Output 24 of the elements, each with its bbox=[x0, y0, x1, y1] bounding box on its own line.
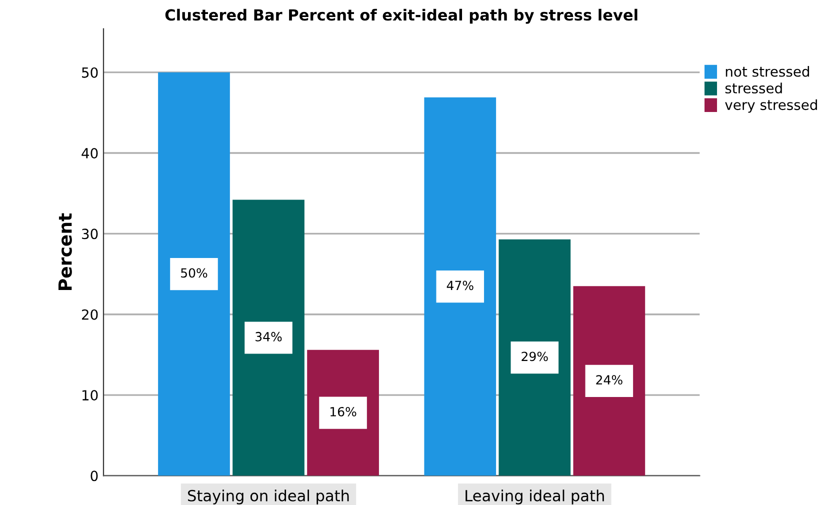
x-tick-label: Staying on ideal path bbox=[188, 490, 349, 504]
legend-label: not stressed bbox=[726, 66, 810, 77]
y-tick-label: 0 bbox=[90, 470, 98, 482]
legend-label: stressed bbox=[725, 82, 782, 94]
x-tick-label: Leaving ideal path bbox=[466, 490, 604, 504]
data-label: 24% bbox=[596, 375, 622, 385]
y-tick-label: 20 bbox=[82, 309, 98, 320]
y-tick-label: 40 bbox=[82, 148, 98, 158]
data-label: 29% bbox=[522, 352, 548, 362]
data-label: 50% bbox=[181, 268, 208, 278]
bar bbox=[424, 97, 496, 476]
y-tick-label: 50 bbox=[82, 67, 98, 78]
legend-label: very stressed bbox=[725, 99, 817, 113]
y-tick-label: 10 bbox=[82, 390, 98, 401]
y-tick-label: 30 bbox=[82, 228, 98, 240]
bar bbox=[232, 200, 304, 476]
data-label: 47% bbox=[446, 280, 474, 290]
data-label: 16% bbox=[330, 406, 356, 416]
data-label: 34% bbox=[256, 332, 282, 342]
bar bbox=[498, 239, 571, 476]
y-axis-title: Percent bbox=[58, 213, 72, 290]
bar bbox=[573, 286, 646, 476]
bar bbox=[158, 72, 230, 476]
chart-title: Clustered Bar Percent of exit-ideal path by stress level bbox=[165, 8, 638, 24]
